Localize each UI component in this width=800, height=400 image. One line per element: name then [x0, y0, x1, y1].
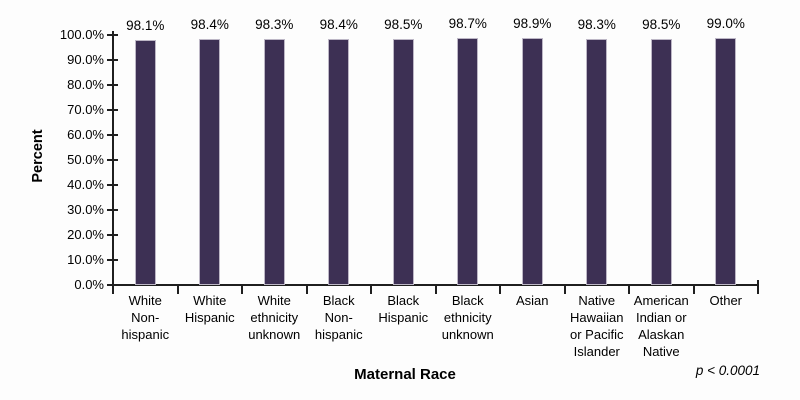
- bar: [715, 37, 737, 285]
- y-axis-tick: [107, 234, 118, 236]
- x-tick-label: American Indian or Alaskan Native: [633, 293, 689, 359]
- x-axis-tick: [499, 284, 501, 294]
- bar-value-label: 99.0%: [706, 15, 745, 31]
- x-tick-label: White Hispanic: [184, 293, 235, 325]
- p-value-annotation: p < 0.0001: [695, 363, 760, 378]
- y-tick-label: 30.0%: [67, 202, 104, 217]
- x-tick-label: Black Hispanic: [378, 293, 429, 325]
- bar-value-label: 98.9%: [513, 15, 552, 31]
- x-axis-tick: [370, 284, 372, 294]
- bar: [328, 39, 350, 285]
- y-axis-tick: [107, 59, 118, 61]
- x-tick-label: Black Non-hispanic: [314, 293, 363, 342]
- y-tick-label: 100.0%: [59, 27, 104, 42]
- bar-value-label: 98.7%: [448, 16, 487, 32]
- x-axis-tick: [563, 284, 566, 294]
- y-axis-tick: [107, 209, 118, 211]
- y-axis-tick: [107, 259, 118, 261]
- bar: [199, 39, 221, 285]
- x-tick-label: Native Hawaiian or Pacific Islander: [570, 293, 624, 359]
- x-axis-tick: [241, 284, 243, 294]
- bar-value-label: 98.5%: [642, 16, 681, 32]
- x-tick-label: White ethnicity unknown: [248, 293, 301, 342]
- y-axis-tick: [107, 134, 118, 136]
- x-axis-tick: [757, 280, 759, 294]
- y-tick-label: 70.0%: [67, 102, 104, 117]
- x-axis-tick: [305, 284, 308, 294]
- y-axis-tick: [107, 184, 118, 186]
- bar: [392, 38, 414, 285]
- y-tick-label: 80.0%: [67, 77, 104, 92]
- y-tick-label: 20.0%: [67, 227, 104, 242]
- y-tick-label: 0.0%: [74, 277, 104, 292]
- x-axis-tick: [112, 284, 114, 294]
- x-tick-label: Black ethnicity unknown: [441, 293, 494, 342]
- x-tick-label: Asian: [515, 293, 549, 308]
- x-axis-title: Maternal Race: [354, 366, 456, 383]
- bar: [586, 39, 608, 285]
- y-tick-label: 40.0%: [67, 177, 104, 192]
- y-axis-tick: [107, 84, 118, 86]
- bar-value-label: 98.1%: [126, 17, 165, 33]
- y-axis-line: [112, 31, 114, 293]
- y-axis-tick: [107, 34, 118, 36]
- x-axis-tick: [628, 284, 630, 294]
- x-axis-tick: [176, 284, 179, 294]
- x-axis-tick: [692, 284, 695, 294]
- bar-value-label: 98.3%: [577, 17, 616, 33]
- bar: [521, 37, 543, 285]
- bar: [134, 39, 156, 285]
- bar-value-label: 98.4%: [319, 17, 358, 32]
- bar: [650, 38, 672, 285]
- y-axis-tick: [107, 109, 118, 111]
- y-tick-label: 60.0%: [67, 127, 104, 142]
- x-tick-label: Other: [709, 293, 742, 308]
- y-axis-tick: [107, 159, 118, 161]
- bar-value-label: 98.3%: [255, 17, 294, 33]
- y-tick-label: 90.0%: [67, 52, 104, 67]
- x-tick-label: White Non-hispanic: [121, 293, 170, 342]
- bar-value-label: 98.4%: [190, 17, 229, 32]
- y-tick-label: 50.0%: [67, 152, 104, 167]
- y-tick-label: 10.0%: [67, 252, 104, 267]
- bar: [263, 39, 285, 285]
- bar: [457, 38, 479, 285]
- bar-value-label: 98.5%: [384, 16, 423, 32]
- x-axis-tick: [434, 284, 437, 294]
